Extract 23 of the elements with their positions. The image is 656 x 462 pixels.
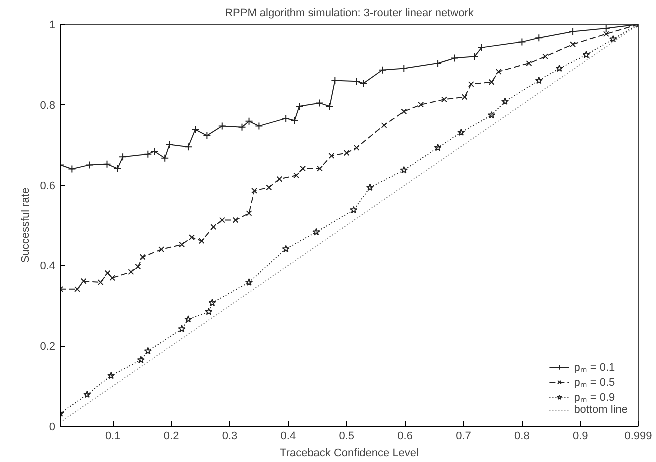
- x-tick-label: 0.999: [624, 430, 652, 442]
- y-tick-label: 0.6: [40, 180, 56, 192]
- legend-label: pₘ = 0.1: [574, 361, 616, 374]
- x-tick-label: 0.2: [164, 430, 180, 442]
- x-tick-label: 0.7: [456, 430, 472, 442]
- x-tick-label: 0.5: [339, 430, 355, 442]
- x-tick-label: 0.1: [105, 430, 121, 442]
- y-tick-label: 0.2: [40, 341, 56, 354]
- y-tick-label: 0: [49, 422, 56, 434]
- x-tick-label: 0.3: [222, 430, 238, 442]
- x-tick-label: 0.4: [280, 430, 296, 442]
- legend-label: pₘ = 0.5: [574, 376, 616, 389]
- y-axis-title: Successful rate: [20, 188, 32, 264]
- y-tick-label: 0.8: [40, 100, 56, 112]
- y-tick-label: 1: [49, 20, 56, 32]
- x-tick-label: 0.9: [572, 430, 588, 442]
- x-tick-label: 0.6: [398, 430, 413, 442]
- x-tick-label: 0.8: [514, 430, 530, 442]
- legend-label: bottom line: [574, 404, 628, 416]
- y-tick-label: 0.4: [40, 260, 56, 273]
- legend-label: pₘ = 0.9: [574, 391, 616, 404]
- x-axis-title: Traceback Confidence Level: [280, 448, 420, 460]
- chart-title: RPPM algorithm simulation: 3-router linear network: [225, 8, 474, 20]
